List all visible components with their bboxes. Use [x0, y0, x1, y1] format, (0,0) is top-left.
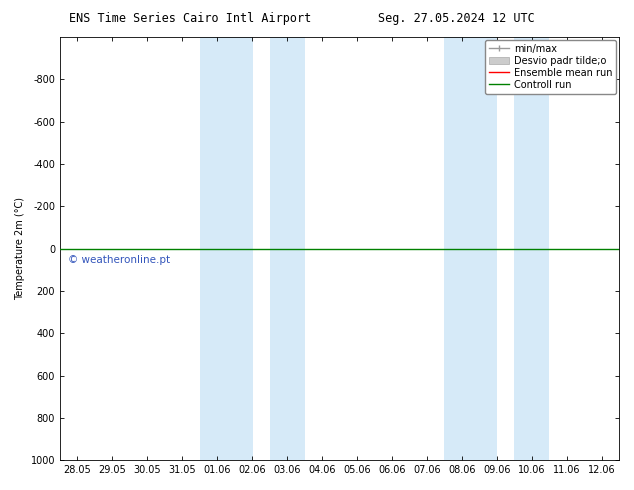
- Bar: [514, 37, 549, 460]
- Bar: [444, 37, 498, 460]
- Bar: [200, 37, 253, 460]
- Text: © weatheronline.pt: © weatheronline.pt: [68, 255, 171, 265]
- Legend: min/max, Desvio padr tilde;o, Ensemble mean run, Controll run: min/max, Desvio padr tilde;o, Ensemble m…: [486, 40, 616, 94]
- Bar: [269, 37, 304, 460]
- Text: Seg. 27.05.2024 12 UTC: Seg. 27.05.2024 12 UTC: [378, 12, 535, 25]
- Text: ENS Time Series Cairo Intl Airport: ENS Time Series Cairo Intl Airport: [69, 12, 311, 25]
- Y-axis label: Temperature 2m (°C): Temperature 2m (°C): [15, 197, 25, 300]
